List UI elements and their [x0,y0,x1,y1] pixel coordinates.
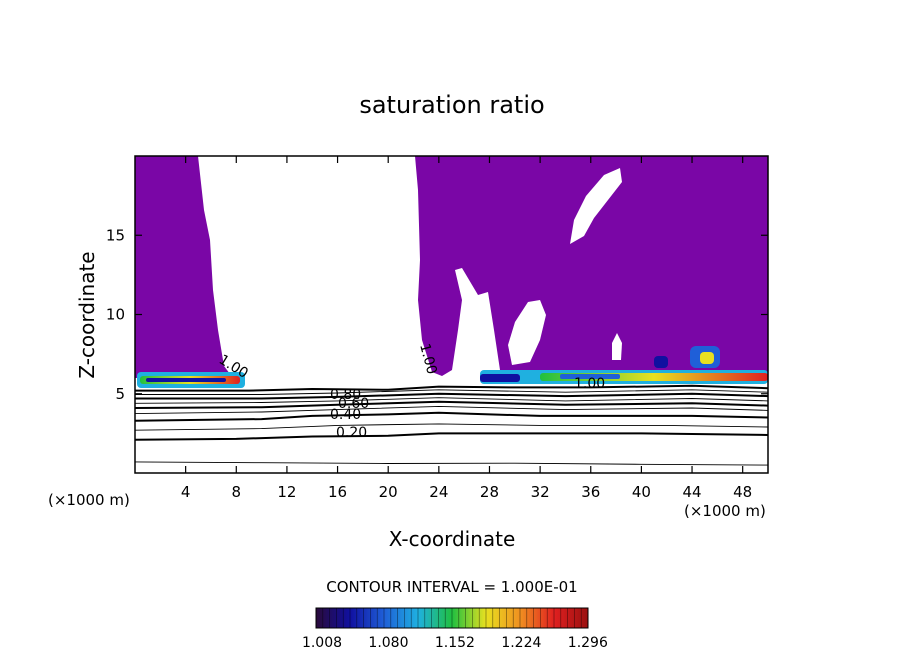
x-tick-label: 4 [181,483,191,501]
y-axis-label: Z-coordinate [75,251,99,378]
contour-label: 1.00 [574,376,605,392]
contour-line [135,384,768,392]
y-tick-label: 10 [106,306,125,324]
contour-interval-text: CONTOUR INTERVAL = 1.000E-01 [326,578,577,596]
colorbar-label: 1.080 [368,635,408,651]
contour-label: 0.80 [330,387,361,403]
y-axis-ticks: 5 10 15 [106,226,768,403]
colorbar-ticks [322,608,582,628]
contour-lines [135,384,768,466]
x-tick-label: 12 [277,483,296,501]
x-tick-label: 24 [429,483,448,501]
contour-line [135,405,768,415]
x-axis-ticks: 4 8 12 16 20 24 28 32 36 40 44 48 [181,156,752,501]
x-unit-right: (×1000 m) [684,502,766,520]
x-tick-label: 20 [379,483,398,501]
colorbar-label: 1.008 [302,635,342,651]
contour-line [135,397,768,404]
colorbar: 1.008 1.080 1.152 1.224 1.296 [302,607,608,651]
x-unit-left: (×1000 m) [48,491,130,509]
x-tick-label: 32 [531,483,550,501]
x-tick-label: 40 [632,483,651,501]
contour-line [135,411,768,422]
x-tick-label: 28 [480,483,499,501]
contour-label: 0.60 [338,396,369,412]
contour-line [135,461,768,466]
cloud-free-pocket-right [508,300,546,365]
chart-title: saturation ratio [359,91,544,119]
contour-line [135,389,768,395]
x-tick-label: 16 [328,483,347,501]
colorbar-label: 1.224 [501,635,541,651]
contour-label: 1.00 [416,342,440,376]
colorbar-label: 1.296 [568,635,608,651]
plot-area [135,156,768,473]
cloud-free-pocket-small [612,333,622,360]
contour-label: 0.40 [330,407,361,423]
cloud-free-pocket-upper [570,168,622,244]
y-tick-label: 15 [106,226,125,244]
colorbar-labels: 1.008 1.080 1.152 1.224 1.296 [302,635,608,651]
x-tick-label: 8 [232,483,242,501]
cloud-free-region-center [198,156,508,385]
supersaturation-bands [137,346,768,388]
contour-label: 0.20 [336,425,367,441]
x-tick-label: 44 [682,483,701,501]
contour-line [135,423,768,431]
contour-line [135,400,768,409]
y-tick-label: 5 [115,385,125,403]
contour-line [135,432,768,441]
x-tick-label: 48 [733,483,752,501]
x-axis-label: X-coordinate [389,527,516,551]
colorbar-label: 1.152 [435,635,475,651]
x-tick-label: 36 [581,483,600,501]
contour-line [135,392,768,400]
